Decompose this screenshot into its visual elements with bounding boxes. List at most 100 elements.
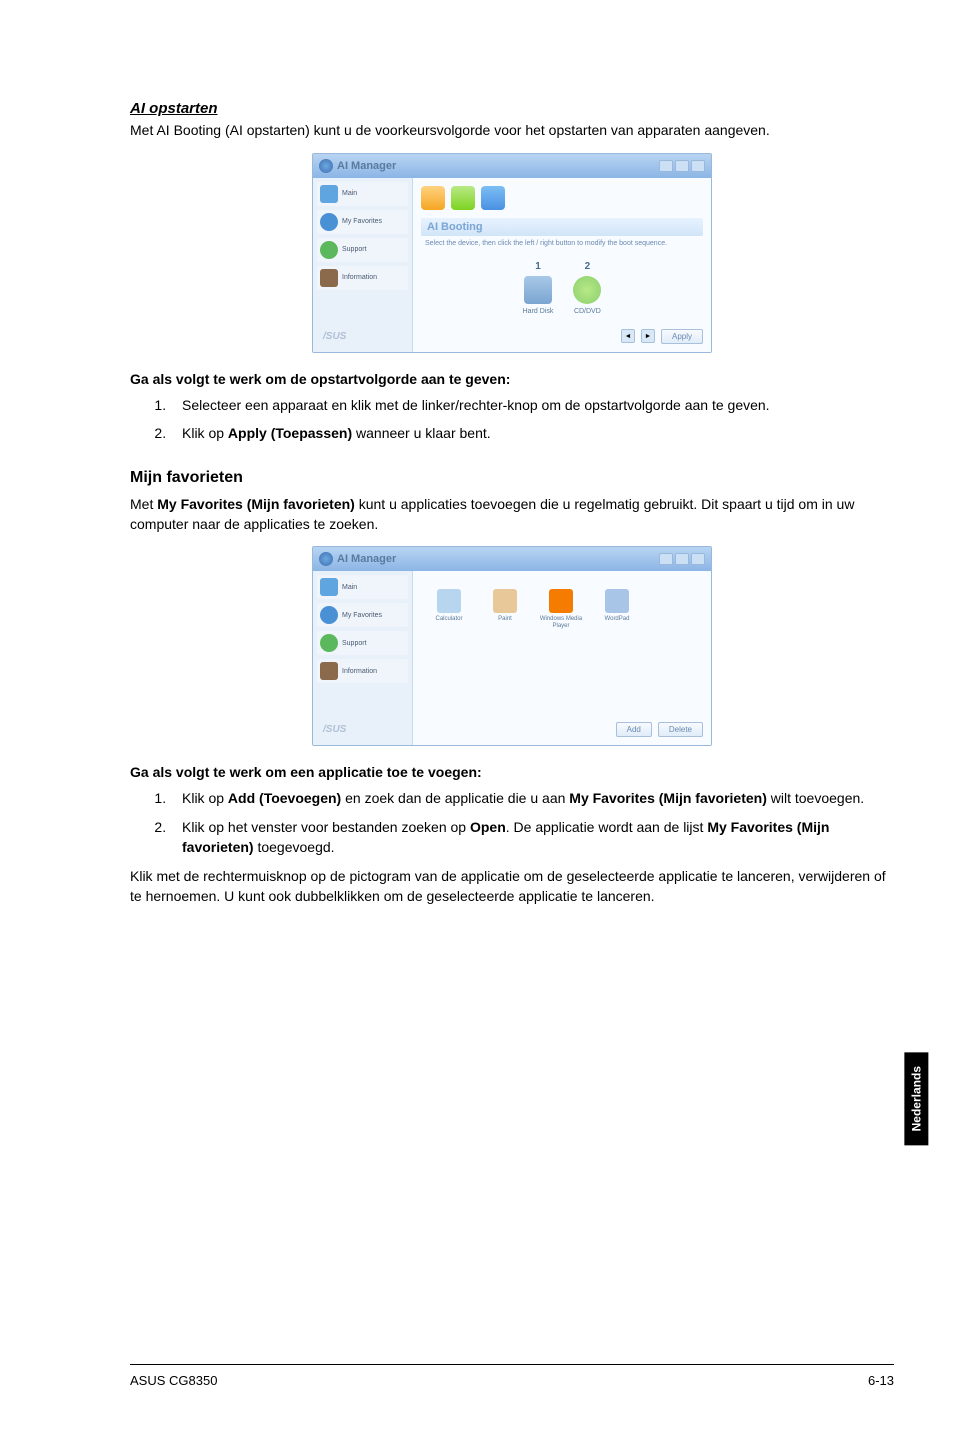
title-bar: AI Manager: [313, 547, 711, 571]
boot-device[interactable]: 1 Hard Disk: [523, 261, 554, 315]
brand-logo: /SUS: [317, 325, 408, 348]
sidebar-item-support[interactable]: Support: [317, 238, 408, 262]
support-icon: [320, 634, 338, 652]
maximize-icon[interactable]: [675, 160, 689, 172]
sidebar-item-favorites[interactable]: My Favorites: [317, 603, 408, 627]
sidebar-item-information[interactable]: Information: [317, 266, 408, 290]
cddvd-icon: [573, 276, 601, 304]
minimize-icon[interactable]: [659, 553, 673, 565]
toolbar: [421, 186, 703, 210]
sidebar-label: My Favorites: [342, 218, 382, 226]
section-2-title: Mijn favorieten: [130, 469, 894, 487]
instructions-list-2: Klik op Add (Toevoegen) en zoek dan de a…: [130, 788, 894, 857]
paint-icon: [493, 589, 517, 613]
boot-order-number: 2: [585, 261, 591, 272]
sidebar: Main My Favorites Support Information /S…: [313, 178, 413, 352]
favorites-icon: [320, 606, 338, 624]
apply-button[interactable]: Apply: [661, 329, 703, 344]
section-1-intro: Met AI Booting (AI opstarten) kunt u de …: [130, 121, 894, 141]
sidebar-item-information[interactable]: Information: [317, 659, 408, 683]
sidebar-label: Support: [342, 640, 367, 648]
boot-device[interactable]: 2 CD/DVD: [573, 261, 601, 315]
close-icon[interactable]: [691, 160, 705, 172]
favorites-icon: [320, 213, 338, 231]
boot-device-label: Hard Disk: [523, 308, 554, 315]
right-arrow-icon[interactable]: ►: [641, 329, 655, 343]
language-tab: Nederlands: [904, 1052, 928, 1145]
boot-device-list: 1 Hard Disk 2 CD/DVD: [421, 253, 703, 323]
screenshot-1-container: AI Manager Main My Favorites: [130, 153, 894, 353]
instructions-list-1: Selecteer een apparaat en klik met de li…: [130, 395, 894, 444]
boot-order-number: 1: [535, 261, 541, 272]
list-item: Selecteer een apparaat en klik met de li…: [170, 395, 894, 415]
window-title: AI Manager: [337, 553, 396, 565]
sidebar-label: Information: [342, 274, 377, 282]
main-icon: [320, 578, 338, 596]
panel-footer: ◄ ► Apply: [421, 329, 703, 344]
app-label: Paint: [498, 616, 512, 623]
favorite-app[interactable]: WordPad: [595, 589, 639, 629]
app-label: WordPad: [605, 616, 630, 623]
page-footer: ASUS CG8350 6-13: [130, 1364, 894, 1388]
main-icon: [320, 185, 338, 203]
sidebar-item-main[interactable]: Main: [317, 182, 408, 206]
app-icon: [319, 159, 333, 173]
app-label: Calculator: [435, 616, 462, 623]
toolbar-icon[interactable]: [421, 186, 445, 210]
left-arrow-icon[interactable]: ◄: [621, 329, 635, 343]
panel-title: AI Booting: [421, 218, 703, 236]
brand-logo: /SUS: [317, 718, 408, 741]
main-panel: Calculator Paint Windows Media Player Wo…: [413, 571, 711, 745]
section-1-title: AI opstarten: [130, 100, 894, 117]
instructions-heading-2: Ga als volgt te werk om een applicatie t…: [130, 764, 894, 780]
favorite-app[interactable]: Windows Media Player: [539, 589, 583, 629]
calculator-icon: [437, 589, 461, 613]
sidebar-label: Main: [342, 190, 357, 198]
app-icon: [319, 552, 333, 566]
my-favorites-screenshot: AI Manager Main My Favorites: [312, 546, 712, 746]
section-2-intro: Met My Favorites (Mijn favorieten) kunt …: [130, 495, 894, 534]
screenshot-2-container: AI Manager Main My Favorites: [130, 546, 894, 746]
information-icon: [320, 269, 338, 287]
favorite-app[interactable]: Paint: [483, 589, 527, 629]
main-panel: AI Booting Select the device, then click…: [413, 178, 711, 352]
sidebar-label: Information: [342, 668, 377, 676]
sidebar-item-support[interactable]: Support: [317, 631, 408, 655]
app-label: Windows Media Player: [539, 616, 583, 629]
boot-device-label: CD/DVD: [574, 308, 601, 315]
favorite-app[interactable]: Calculator: [427, 589, 471, 629]
favorites-grid: Calculator Paint Windows Media Player Wo…: [421, 579, 703, 639]
toolbar-icon[interactable]: [451, 186, 475, 210]
minimize-icon[interactable]: [659, 160, 673, 172]
maximize-icon[interactable]: [675, 553, 689, 565]
sidebar-label: Support: [342, 246, 367, 254]
list-item: Klik op het venster voor bestanden zoeke…: [170, 817, 894, 858]
wordpad-icon: [605, 589, 629, 613]
panel-description: Select the device, then click the left /…: [421, 240, 703, 247]
sidebar-item-main[interactable]: Main: [317, 575, 408, 599]
support-icon: [320, 241, 338, 259]
panel-footer: Add Delete: [421, 722, 703, 737]
sidebar-label: My Favorites: [342, 612, 382, 620]
footer-right: 6-13: [868, 1373, 894, 1388]
add-button[interactable]: Add: [616, 722, 652, 737]
media-player-icon: [549, 589, 573, 613]
ai-booting-screenshot: AI Manager Main My Favorites: [312, 153, 712, 353]
footer-left: ASUS CG8350: [130, 1373, 217, 1388]
list-item: Klik op Apply (Toepassen) wanneer u klaa…: [170, 423, 894, 443]
window-controls: [659, 160, 705, 172]
sidebar-item-favorites[interactable]: My Favorites: [317, 210, 408, 234]
instructions-heading-1: Ga als volgt te werk om de opstartvolgor…: [130, 371, 894, 387]
harddisk-icon: [524, 276, 552, 304]
close-icon[interactable]: [691, 553, 705, 565]
sidebar-label: Main: [342, 584, 357, 592]
sidebar: Main My Favorites Support Information /S…: [313, 571, 413, 745]
window-title: AI Manager: [337, 160, 396, 172]
information-icon: [320, 662, 338, 680]
delete-button[interactable]: Delete: [658, 722, 703, 737]
toolbar-icon[interactable]: [481, 186, 505, 210]
closing-paragraph: Klik met de rechtermuisknop op de pictog…: [130, 867, 894, 906]
title-bar: AI Manager: [313, 154, 711, 178]
list-item: Klik op Add (Toevoegen) en zoek dan de a…: [170, 788, 894, 808]
window-controls: [659, 553, 705, 565]
